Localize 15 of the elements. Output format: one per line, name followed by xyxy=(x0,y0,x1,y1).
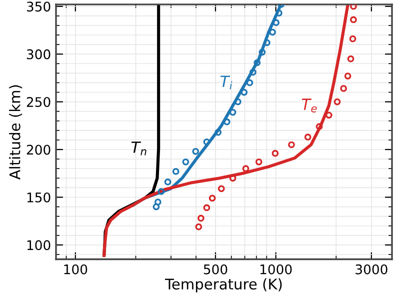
y-tick-label: 300 xyxy=(26,49,50,60)
x-tick-label: 100 xyxy=(64,264,88,274)
y-tick-label: 200 xyxy=(26,144,50,155)
y-tick-label: 100 xyxy=(27,240,50,250)
y-tick-label: 150 xyxy=(27,192,50,202)
x-tick-label: 1000 xyxy=(260,264,292,274)
series-label: T$_{i}$ xyxy=(220,76,232,90)
y-tick-label: 350 xyxy=(26,2,50,12)
series-label: T$_{n}$ xyxy=(131,142,146,156)
y-tick-label: 250 xyxy=(26,97,50,108)
series-label: T$_{e}$ xyxy=(302,98,317,112)
x-tick-label: 500 xyxy=(204,264,228,274)
x-tick-label: 3000 xyxy=(356,264,388,274)
y-axis-title: Altitude (km) xyxy=(9,85,22,180)
x-axis-title: Temperature (K) xyxy=(164,278,282,292)
